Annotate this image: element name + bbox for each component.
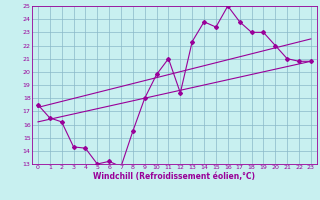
X-axis label: Windchill (Refroidissement éolien,°C): Windchill (Refroidissement éolien,°C) [93, 172, 255, 181]
